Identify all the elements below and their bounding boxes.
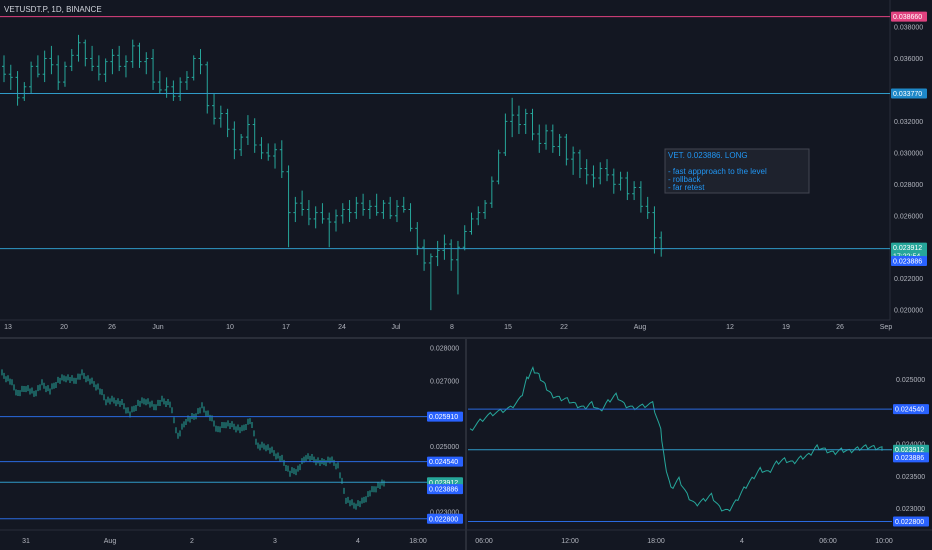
price-level-badge xyxy=(427,513,463,524)
trade-note-line: - fast appproach to the level xyxy=(668,167,767,176)
x-tick-label: 19 xyxy=(782,324,790,331)
price-level-badge xyxy=(891,88,927,99)
x-tick-label: 18:00 xyxy=(647,538,665,545)
x-tick-label: 17 xyxy=(282,324,290,331)
intraday-chart[interactable]: 0.0250000.0240000.0235000.02300006:0012:… xyxy=(468,365,929,545)
price-level-badge xyxy=(893,404,929,415)
y-tick-label: 0.023500 xyxy=(896,474,925,481)
x-tick-label: 20 xyxy=(60,324,68,331)
price-level-label: 0.022800 xyxy=(429,516,458,523)
y-tick-label: 0.023000 xyxy=(430,510,459,517)
trade-note-line: VET. 0.023886. LONG xyxy=(668,151,748,160)
price-line xyxy=(469,365,883,512)
x-tick-label: 2 xyxy=(190,538,194,545)
price-level-label: 0.023886 xyxy=(893,259,922,266)
y-tick-label: 0.025000 xyxy=(430,444,459,451)
x-tick-label: 18:00 xyxy=(409,538,427,545)
price-level-badge xyxy=(891,256,927,267)
price-level-label: 0.024540 xyxy=(895,407,924,414)
price-level-label: 0.023886 xyxy=(895,455,924,462)
y-tick-label: 0.027000 xyxy=(430,378,459,385)
price-level-label: 0.023912 xyxy=(429,480,458,487)
x-tick-label: 26 xyxy=(108,324,116,331)
price-level-badge xyxy=(893,452,929,463)
x-tick-label: 12:00 xyxy=(561,538,579,545)
price-level-label: 0.022800 xyxy=(895,519,924,526)
price-level-label: 0.038660 xyxy=(893,14,922,21)
price-level-badge xyxy=(427,484,463,495)
y-tick-label: 0.030000 xyxy=(894,150,923,157)
x-tick-label: 06:00 xyxy=(819,538,837,545)
x-tick-label: Sep xyxy=(880,324,893,331)
y-tick-label: 0.038000 xyxy=(894,25,923,32)
x-tick-label: Jul xyxy=(392,324,401,331)
x-tick-label: 26 xyxy=(836,324,844,331)
trade-note-line: - rollback xyxy=(668,175,701,184)
y-tick-label: 0.026000 xyxy=(894,213,923,220)
y-tick-label: 0.022000 xyxy=(894,276,923,283)
price-level-badge xyxy=(893,444,929,455)
y-tick-label: 0.028000 xyxy=(894,182,923,189)
x-tick-label: 4 xyxy=(740,538,744,545)
y-tick-label: 0.020000 xyxy=(894,308,923,315)
x-tick-label: 24 xyxy=(338,324,346,331)
x-tick-label: Jun xyxy=(152,324,163,331)
hourly-chart[interactable]: 0.028000 0.027000 0.025000 0.023000 31 Aug 2 3 4… xyxy=(0,345,463,545)
price-level-label: 0.024540 xyxy=(429,459,458,466)
y-tick-label: 0.036000 xyxy=(894,56,923,63)
chart-title: VETUSDT.P, 1D, BINANCE xyxy=(4,5,102,14)
daily-chart[interactable]: 0.038000 0.036000 0.032000 0.030000 0.028000… xyxy=(0,11,927,331)
x-tick-label: Aug xyxy=(634,324,647,331)
price-level-label: 0.033770 xyxy=(893,91,922,98)
x-tick-label: 13 xyxy=(4,324,12,331)
price-level-badge xyxy=(893,516,929,527)
price-level-label: 0.025910 xyxy=(429,414,458,421)
trade-note-line: - far retest xyxy=(668,183,705,192)
x-tick-label: 15 xyxy=(504,324,512,331)
trade-note[interactable]: VET. 0.023886. LONG - fast appproach to … xyxy=(664,148,810,194)
x-tick-label: 8 xyxy=(450,324,454,331)
x-tick-label: 06:00 xyxy=(475,538,493,545)
x-tick-label: 4 xyxy=(356,538,360,545)
x-tick-label: 31 xyxy=(22,538,30,545)
price-level-badge xyxy=(427,411,463,422)
y-tick-label: 0.028000 xyxy=(430,345,459,352)
price-level-label: 0.023886 xyxy=(429,487,458,494)
x-tick-label: Aug xyxy=(104,538,117,545)
price-level-label: 0.023912 xyxy=(893,245,922,252)
y-tick-label: 0.025000 xyxy=(896,377,925,384)
x-tick-label: 12 xyxy=(726,324,734,331)
price-level-badge xyxy=(427,456,463,467)
x-tick-label: 10:00 xyxy=(875,538,893,545)
trade-note-box xyxy=(664,148,810,194)
x-tick-label: 3 xyxy=(273,538,277,545)
x-tick-label: 10 xyxy=(226,324,234,331)
price-level-label: 0.023912 xyxy=(895,447,924,454)
x-tick-label: 22 xyxy=(560,324,568,331)
y-tick-label: 0.023000 xyxy=(896,506,925,513)
y-tick-label: 0.032000 xyxy=(894,119,923,126)
price-level-badge xyxy=(891,11,927,22)
